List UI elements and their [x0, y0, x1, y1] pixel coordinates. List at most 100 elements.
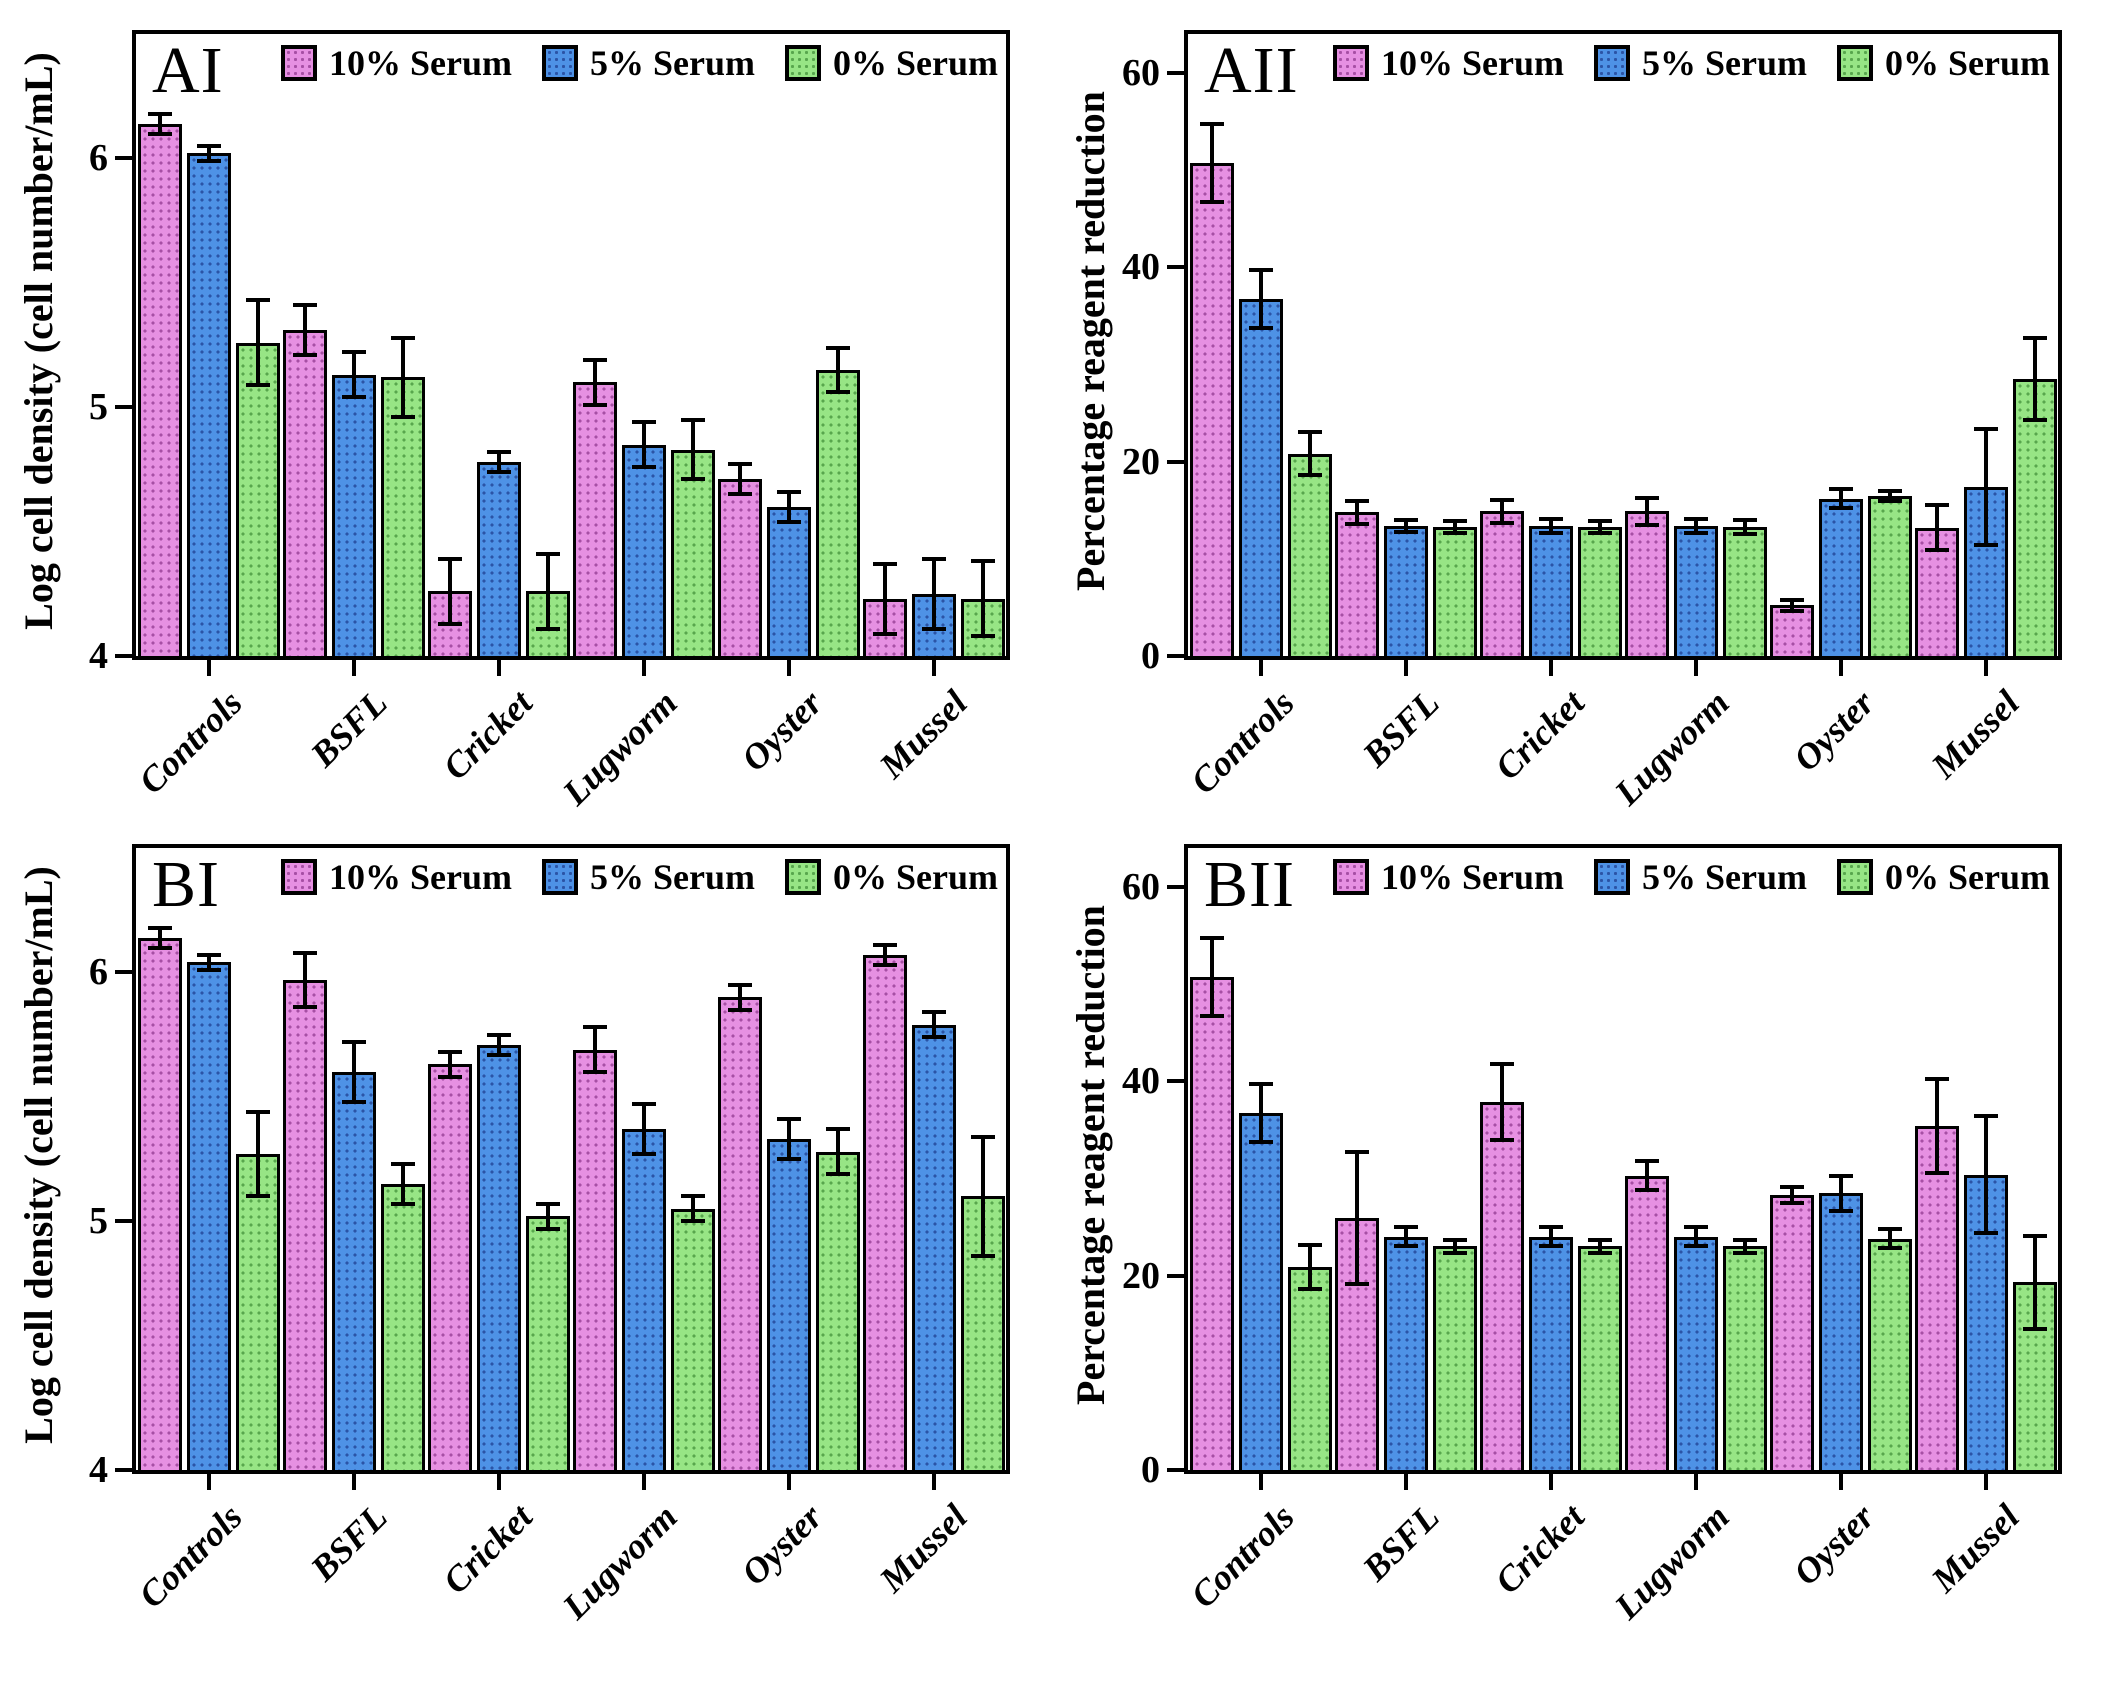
bar-oyster-0pct	[815, 1151, 860, 1470]
bar-bsfl-0pct	[380, 1183, 425, 1470]
y-tick	[115, 405, 133, 410]
y-tick-label: 0	[1141, 1449, 1160, 1491]
bar-controls-0pct	[235, 342, 280, 656]
bar-cricket-10pct	[1479, 511, 1524, 656]
error-bar	[1693, 1227, 1698, 1247]
error-bar-cap	[1538, 530, 1563, 535]
y-axis-label: Percentage reagent reduction	[1068, 905, 1113, 1405]
legend-swatch-0-serum	[785, 45, 821, 81]
error-bar	[1597, 520, 1602, 533]
bar-cricket-5pct	[476, 1044, 521, 1470]
error-bar-cap	[1683, 1244, 1708, 1249]
bars-container: 0 20 40 60 Controls BSFL Cricket Lugworm Oyster M…	[1122, 34, 2058, 813]
error-bar	[1742, 1239, 1747, 1254]
panel-BI: Log cell density (cell number/mL) BI 10%…	[0, 814, 1052, 1627]
error-bar-cap	[341, 395, 366, 400]
error-bar-cap	[1199, 122, 1224, 127]
panel-label: AII	[1204, 34, 1299, 107]
error-bar-cap	[390, 1201, 415, 1206]
bar-cricket-5pct	[476, 461, 521, 656]
error-bar-cap	[1683, 530, 1708, 535]
error-bar-cap	[1779, 1185, 1804, 1190]
x-tick	[351, 660, 356, 676]
legend-swatch-0-serum	[1837, 859, 1873, 895]
bar-lugworm-0pct	[670, 449, 715, 656]
error-bar-cap	[776, 1117, 801, 1122]
y-axis-label: Percentage reagent reduction	[1068, 91, 1113, 591]
legend-label-0-serum: 0% Serum	[1885, 43, 2050, 83]
error-bar-cap	[1393, 1244, 1418, 1249]
error-bar-cap	[535, 1201, 560, 1206]
error-bar	[255, 1111, 260, 1197]
error-bar-cap	[1248, 326, 1273, 331]
error-bar-cap	[292, 352, 317, 357]
error-bar	[157, 927, 162, 948]
error-bar-cap	[970, 634, 995, 639]
error-bar-cap	[1779, 1200, 1804, 1205]
error-bar	[690, 419, 695, 480]
legend: 10% Serum 5% Serum 0% Serum	[281, 42, 998, 84]
bar-oyster-5pct	[1818, 498, 1863, 656]
bar-controls-5pct	[186, 962, 231, 1470]
error-bar-cap	[1344, 498, 1369, 503]
y-tick-label: 6	[89, 137, 108, 180]
y-tick-label: 5	[89, 1200, 108, 1243]
error-bar-cap	[390, 335, 415, 340]
error-bar	[400, 1164, 405, 1204]
bar-oyster-0pct	[815, 369, 860, 656]
error-bar-cap	[1393, 529, 1418, 534]
bar-oyster-0pct	[1867, 1238, 1912, 1470]
legend-label-10-serum: 10% Serum	[329, 857, 512, 897]
legend-item-5-serum: 5% Serum	[1594, 42, 1807, 84]
error-bar-cap	[341, 350, 366, 355]
y-tick	[1167, 459, 1185, 464]
panel-label: BII	[1204, 848, 1295, 921]
error-bar-cap	[1924, 1077, 1949, 1082]
bar-cricket-10pct	[427, 1064, 472, 1470]
y-tick-label: 20	[1122, 440, 1160, 483]
bar-bsfl-0pct	[1432, 526, 1477, 656]
x-tick	[351, 1474, 356, 1490]
error-bar-cap	[921, 1010, 946, 1015]
y-tick	[1167, 654, 1185, 658]
legend-item-0-serum: 0% Serum	[785, 856, 998, 898]
error-bar-cap	[390, 1161, 415, 1166]
bar-controls-10pct	[1189, 977, 1234, 1470]
error-bar-cap	[437, 1074, 462, 1079]
error-bar	[690, 1196, 695, 1222]
bar-lugworm-5pct	[621, 1129, 666, 1470]
x-tick	[931, 660, 936, 676]
y-tick	[115, 156, 133, 161]
error-bar	[496, 1034, 501, 1055]
bar-mussel-10pct	[862, 954, 907, 1470]
error-bar-cap	[1587, 518, 1612, 523]
error-bar-cap	[1877, 1226, 1902, 1231]
plot-area: BII 10% Serum 5% Serum 0% Serum 0 20 40 60 C…	[1122, 844, 2062, 1627]
error-bar	[1644, 1160, 1649, 1191]
error-bar	[1742, 519, 1747, 534]
error-bar-cap	[1877, 488, 1902, 493]
error-bar	[1548, 518, 1553, 533]
legend-label-10-serum: 10% Serum	[329, 43, 512, 83]
legend-item-0-serum: 0% Serum	[1837, 42, 2050, 84]
error-bar-cap	[1199, 936, 1224, 941]
error-bar-cap	[486, 469, 511, 474]
legend-item-5-serum: 5% Serum	[1594, 856, 1807, 898]
legend-label-0-serum: 0% Serum	[833, 43, 998, 83]
legend-item-5-serum: 5% Serum	[542, 42, 755, 84]
error-bar	[1548, 1227, 1553, 1247]
error-bar-cap	[1828, 486, 1853, 491]
error-bar-cap	[486, 1032, 511, 1037]
bar-lugworm-10pct	[572, 382, 617, 656]
error-bar-cap	[1297, 1287, 1322, 1292]
x-tick	[931, 1474, 936, 1490]
error-bar-cap	[535, 552, 560, 556]
x-tick	[786, 660, 791, 676]
bar-lugworm-10pct	[1624, 1175, 1669, 1470]
legend-label-0-serum: 0% Serum	[833, 857, 998, 897]
error-bar	[1499, 499, 1504, 523]
y-tick	[115, 1468, 133, 1472]
error-bar-cap	[970, 1254, 995, 1259]
error-bar-cap	[776, 1157, 801, 1161]
panel-AI: Log cell density (cell number/mL) AI 10%…	[0, 0, 1052, 814]
